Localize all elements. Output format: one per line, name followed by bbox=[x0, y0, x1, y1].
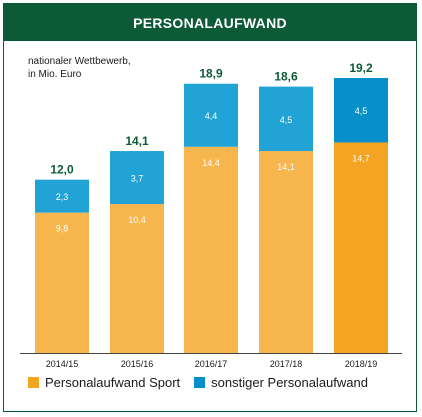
value-label-sport-2015/16: 10,4 bbox=[128, 215, 146, 225]
bar-other-2015/16 bbox=[110, 151, 164, 205]
value-label-other-2017/18: 4,5 bbox=[280, 115, 293, 125]
x-tick-label-2014/15: 2014/15 bbox=[46, 359, 79, 369]
value-label-sport-2016/17: 14,4 bbox=[202, 158, 220, 168]
bar-sport-2017/18 bbox=[259, 151, 313, 353]
bar-sport-2018/19 bbox=[334, 142, 388, 353]
chart-title: PERSONALAUFWAND bbox=[4, 4, 416, 41]
chart-subtitle: nationaler Wettbewerb, in Mio. Euro bbox=[28, 55, 131, 81]
bar-sport-2014/15 bbox=[35, 212, 89, 353]
x-tick-label-2016/17: 2016/17 bbox=[195, 359, 228, 369]
total-label-2018/19: 19,2 bbox=[349, 61, 373, 75]
bar-other-2016/17 bbox=[184, 83, 238, 147]
value-label-sport-2014/15: 9,8 bbox=[56, 224, 69, 234]
legend-item-sport: Personalaufwand Sport bbox=[28, 375, 180, 390]
legend-item-other: sonstiger Personalaufwand bbox=[194, 375, 368, 390]
bar-sport-2016/17 bbox=[184, 146, 238, 353]
legend-label-sport: Personalaufwand Sport bbox=[45, 375, 181, 390]
total-label-2015/16: 14,1 bbox=[125, 134, 149, 148]
legend-label-other: sonstiger Personalaufwand bbox=[211, 375, 368, 390]
value-label-other-2014/15: 2,3 bbox=[56, 192, 69, 202]
value-label-other-2018/19: 4,5 bbox=[355, 106, 368, 116]
total-label-2016/17: 18,9 bbox=[199, 67, 223, 81]
subtitle-line-2: in Mio. Euro bbox=[28, 69, 82, 80]
total-label-2017/18: 18,6 bbox=[274, 70, 298, 84]
legend-swatch-other bbox=[194, 377, 206, 388]
value-label-other-2016/17: 4,4 bbox=[205, 111, 218, 121]
bar-other-2018/19 bbox=[334, 78, 388, 143]
value-label-sport-2017/18: 14,1 bbox=[277, 162, 295, 172]
bar-sport-2015/16 bbox=[110, 204, 164, 353]
subtitle-line-1: nationaler Wettbewerb, bbox=[28, 56, 131, 67]
total-label-2014/15: 12,0 bbox=[50, 163, 74, 177]
x-tick-label-2018/19: 2018/19 bbox=[345, 359, 378, 369]
value-label-other-2015/16: 3,7 bbox=[131, 174, 144, 184]
bar-other-2017/18 bbox=[259, 86, 313, 152]
legend-swatch-sport bbox=[28, 377, 39, 388]
legend: Personalaufwand Sport sonstiger Personal… bbox=[28, 375, 382, 390]
value-label-sport-2018/19: 14,7 bbox=[352, 153, 370, 163]
x-tick-label-2017/18: 2017/18 bbox=[270, 359, 303, 369]
x-tick-label-2015/16: 2015/16 bbox=[121, 359, 154, 369]
bar-other-2014/15 bbox=[35, 179, 89, 213]
